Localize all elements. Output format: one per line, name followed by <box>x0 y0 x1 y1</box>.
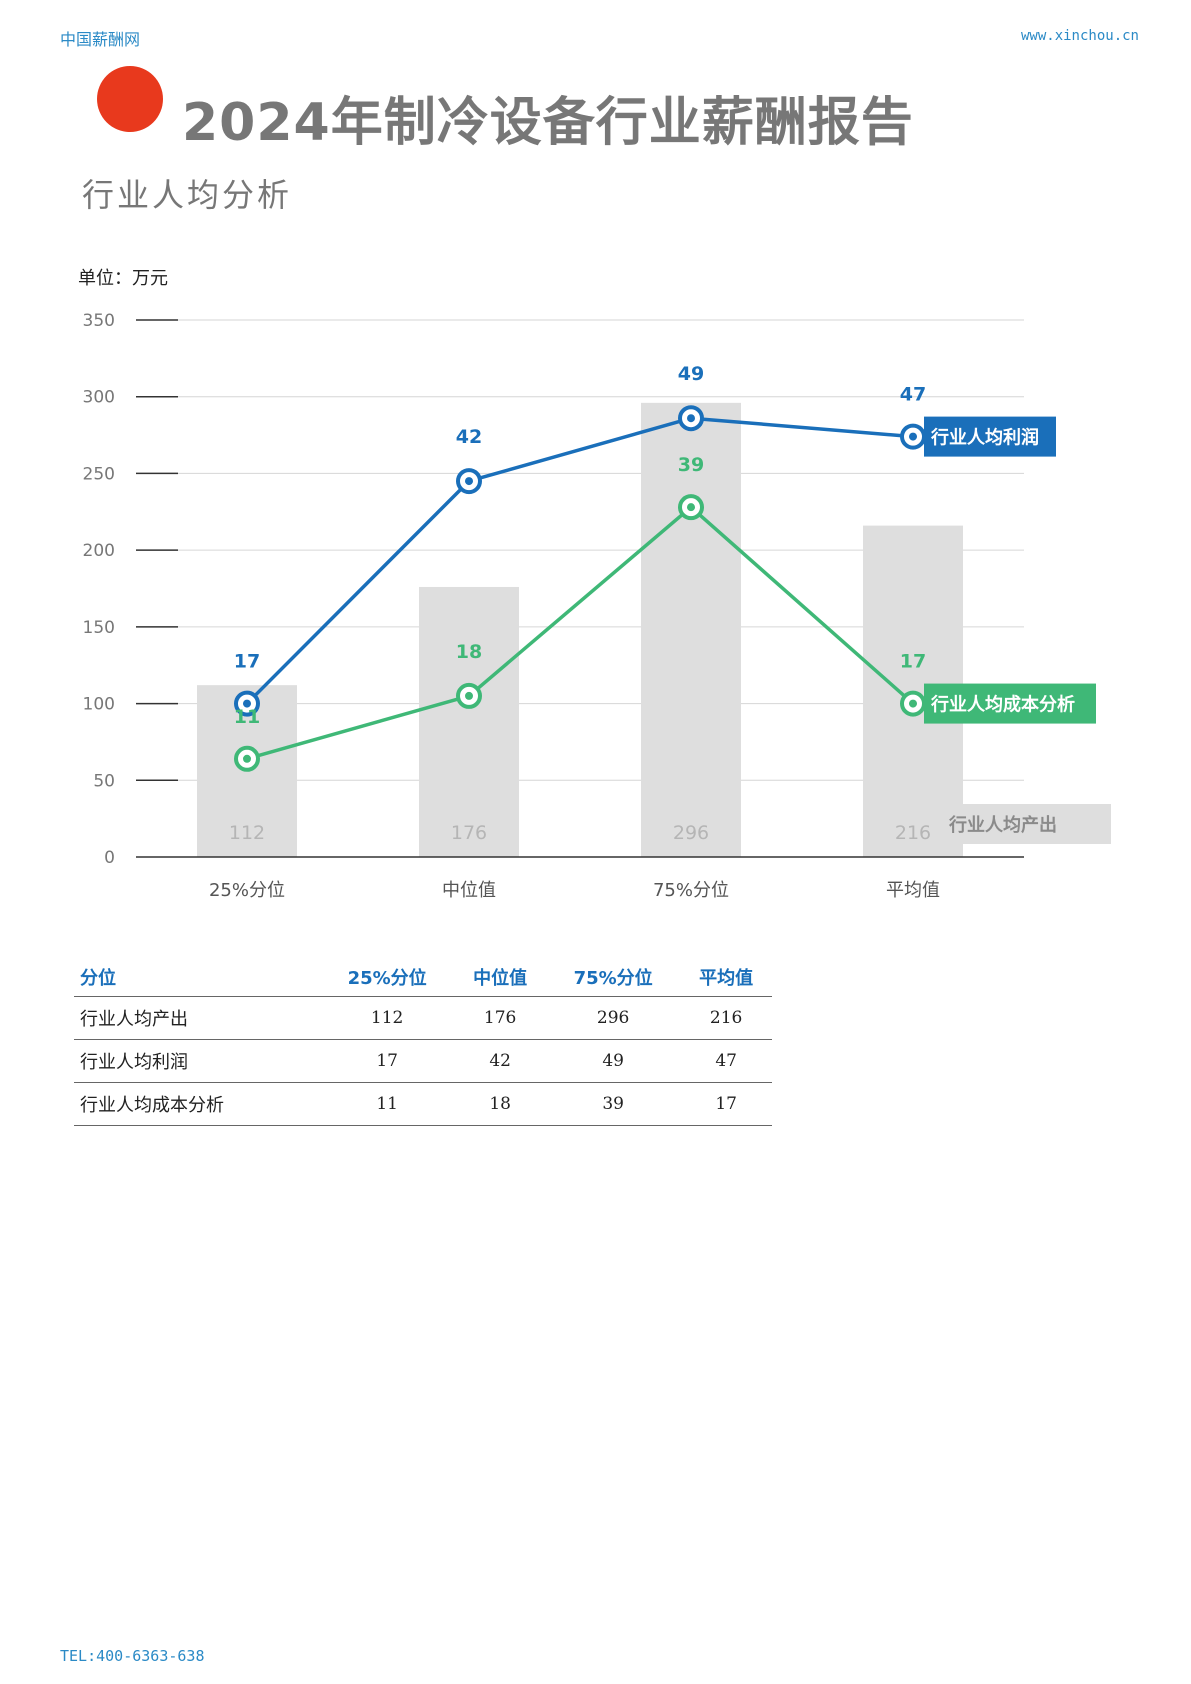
table-cell: 42 <box>454 1039 546 1083</box>
table-row-label: 行业人均利润 <box>74 1039 320 1083</box>
table-header-cell: 平均值 <box>680 958 772 997</box>
table-cell: 39 <box>545 1082 681 1126</box>
y-tick-label: 200 <box>83 541 115 561</box>
table-header-cell: 分位 <box>74 958 320 997</box>
table-cell: 216 <box>680 996 772 1040</box>
table-header-cell: 中位值 <box>454 958 546 997</box>
table-cell: 49 <box>545 1039 681 1083</box>
legend-label-line: 行业人均成本分析 <box>930 694 1075 716</box>
data-label: 49 <box>678 363 704 385</box>
site-name: 中国薪酬网 <box>60 30 141 49</box>
y-tick-label: 350 <box>83 311 115 331</box>
series-line <box>245 416 914 705</box>
y-tick-label: 50 <box>93 771 115 791</box>
report-title: 2024年制冷设备行业薪酬报告 <box>182 93 914 153</box>
table-row: 行业人均利润 17 42 49 47 <box>74 1039 772 1083</box>
site-url[interactable]: www.xinchou.cn <box>1020 28 1139 44</box>
table-row-label: 行业人均产出 <box>74 996 320 1040</box>
title-bullet-dot <box>97 66 163 132</box>
x-tick-label: 25%分位 <box>209 880 285 901</box>
bar-value-label: 176 <box>451 822 487 844</box>
footer-phone: TEL:400-6363-638 <box>60 1647 205 1665</box>
bar <box>641 402 741 857</box>
table-cell: 11 <box>320 1082 455 1126</box>
bar-value-label: 216 <box>895 822 931 844</box>
series-point-center <box>465 477 473 486</box>
data-label: 17 <box>900 651 926 673</box>
x-tick-label: 平均值 <box>886 880 940 901</box>
x-tick-label: 中位值 <box>442 880 496 901</box>
table-cell: 18 <box>454 1082 546 1126</box>
table-row: 行业人均成本分析 11 18 39 17 <box>74 1082 772 1126</box>
series-point-center <box>909 432 917 441</box>
y-tick-label: 250 <box>83 464 115 484</box>
bar-value-label: 296 <box>673 822 709 844</box>
table-header-cell: 25%分位 <box>320 958 455 997</box>
series-point-center <box>687 503 695 512</box>
table-cell: 112 <box>320 996 455 1040</box>
legend-label-line: 行业人均利润 <box>930 427 1039 449</box>
y-tick-label: 0 <box>104 848 115 868</box>
series-point-center <box>243 754 251 763</box>
data-label: 47 <box>900 384 926 406</box>
data-label: 11 <box>234 706 260 728</box>
series-line <box>246 505 915 761</box>
table-cell: 17 <box>320 1039 455 1083</box>
table-cell: 296 <box>545 996 681 1040</box>
table-header-row: 分位 25%分位 中位值 75%分位 平均值 <box>74 958 772 997</box>
per-capita-chart: 0 50 100 150 200 250 300 350 112 176 296 216 行业人均产出 2… <box>83 311 1111 901</box>
data-label: 18 <box>456 641 482 663</box>
y-tick-label: 100 <box>83 695 115 715</box>
series-point-center <box>909 699 917 708</box>
series-point-center <box>687 414 695 423</box>
section-title: 行业人均分析 <box>82 176 293 214</box>
data-label: 42 <box>456 426 482 448</box>
table-cell: 17 <box>680 1082 772 1126</box>
table-cell: 47 <box>680 1039 772 1083</box>
summary-table: 分位 25%分位 中位值 75%分位 平均值 行业人均产出 112 176 29… <box>74 958 772 1126</box>
legend-tag-bar <box>935 804 1111 844</box>
legend-label-bar: 行业人均产出 <box>948 814 1057 836</box>
series-point-center <box>465 691 473 700</box>
table-header-cell: 75%分位 <box>545 958 681 997</box>
unit-label: 单位：万元 <box>78 268 168 289</box>
table-cell: 176 <box>454 996 546 1040</box>
data-label: 17 <box>234 651 260 673</box>
data-label: 39 <box>678 454 704 476</box>
x-tick-label: 75%分位 <box>653 880 729 901</box>
y-tick-label: 150 <box>83 618 115 638</box>
table-row-label: 行业人均成本分析 <box>74 1082 320 1126</box>
bar-value-label: 112 <box>229 822 265 844</box>
legend-tag-line <box>924 683 1096 724</box>
bar <box>419 586 519 857</box>
table-row: 行业人均产出 112 176 296 216 <box>74 996 772 1040</box>
legend-tag-line <box>924 416 1056 457</box>
y-tick-label: 300 <box>83 388 115 408</box>
series-point-center <box>243 699 251 708</box>
